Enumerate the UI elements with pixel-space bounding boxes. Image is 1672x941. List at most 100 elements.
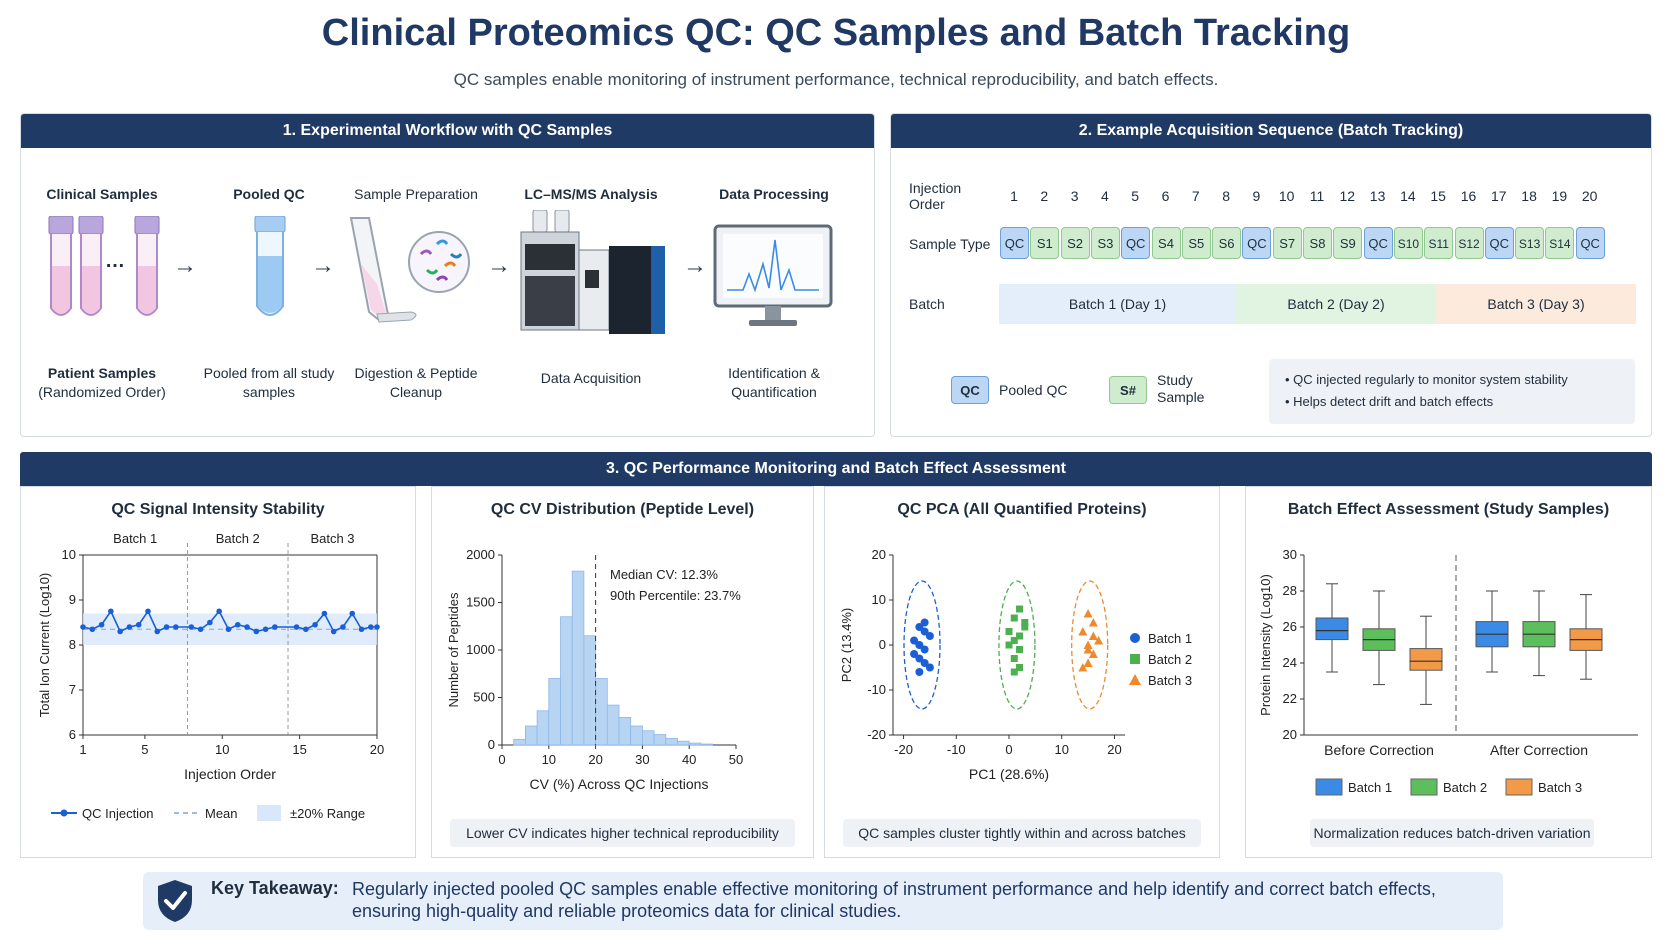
study-sample-chip: S8 <box>1303 227 1332 259</box>
pca-point-batch2 <box>1016 646 1024 653</box>
histogram-bar <box>536 710 550 746</box>
workflow-panel: 1. Experimental Workflow with QC Samples… <box>20 113 875 437</box>
pca-point-batch1 <box>920 659 929 667</box>
qc-injection-point <box>374 624 380 630</box>
legend-study-chip: S# <box>1109 376 1147 404</box>
chart4-title: Batch Effect Assessment (Study Samples) <box>1287 501 1610 518</box>
key-takeaway: Key Takeaway: Regularly injected pooled … <box>143 872 1503 930</box>
x-tick-label: 50 <box>729 752 743 767</box>
workflow-arrow-1: → <box>173 252 197 279</box>
note-1-text: QC injected regularly to monitor system … <box>1293 372 1568 387</box>
pca-point-batch2 <box>1010 637 1018 644</box>
pca-point-batch1 <box>910 650 919 658</box>
y-tick-label: 28 <box>1283 583 1297 598</box>
injection-number: 6 <box>1161 188 1170 204</box>
digestion-icon <box>349 217 470 323</box>
injection-order-label: Injection Order <box>909 180 962 212</box>
pca-point-batch2 <box>1021 623 1029 631</box>
study-sample-chip: S2 <box>1060 227 1090 259</box>
pca-point-batch2 <box>1016 664 1024 671</box>
cv-histogram-chart: QC CV Distribution (Peptide Level) 0 10 20… <box>431 486 814 858</box>
qc-injection-point <box>330 628 337 635</box>
qc-chip: QC <box>1000 227 1029 259</box>
qc-injection-point <box>303 626 309 633</box>
batch-band-1: Batch 1 (Day 1) <box>999 284 1236 324</box>
injection-number: 18 <box>1521 188 1537 204</box>
y-tick-label: -10 <box>867 682 886 697</box>
qc-injection-point <box>349 610 356 617</box>
pca-point-batch3 <box>1078 663 1088 672</box>
legend-study-label: Study Sample <box>1157 372 1205 405</box>
histogram-bar <box>665 737 678 746</box>
legend-qc-chip: QC <box>951 376 989 404</box>
batch-label: Batch 2 <box>216 531 260 546</box>
y-axis-label: Total Ion Current (Log10) <box>37 573 52 718</box>
legend-swatch <box>1505 778 1533 796</box>
note-2: • Helps detect drift and batch effects <box>1285 394 1494 409</box>
monitoring-panel: 3. QC Performance Monitoring and Batch E… <box>20 452 1652 858</box>
pca-point-batch2 <box>1010 668 1018 676</box>
step-title-data-processing: Data Processing <box>719 186 829 202</box>
qc-injection-point <box>89 626 96 633</box>
y-axis-label: Number of Peptides <box>446 592 461 707</box>
qc-injection-point <box>253 628 260 635</box>
injection-number: 14 <box>1400 188 1416 204</box>
x-tick-label: 0 <box>1005 742 1012 757</box>
pca-point-batch1 <box>910 636 919 645</box>
takeaway-text: Regularly injected pooled QC samples ena… <box>352 879 1436 921</box>
qc-injection-point <box>108 608 114 615</box>
pca-point-batch1 <box>925 663 934 672</box>
qc-injection-point <box>368 624 374 630</box>
pca-point-batch3 <box>1094 636 1104 645</box>
chart1-title: QC Signal Intensity Stability <box>111 501 325 518</box>
histogram-bar <box>583 635 596 746</box>
pca-point-batch2 <box>1021 619 1029 626</box>
qc-injection-point <box>225 626 232 633</box>
x-tick-label: 20 <box>588 752 602 767</box>
qc-injection-point <box>262 626 269 633</box>
pca-point-batch2 <box>1005 628 1013 635</box>
qc-chip: QC <box>1575 227 1605 259</box>
y-axis-label: PC2 (13.4%) <box>839 608 854 682</box>
qc-injection-point <box>173 624 179 630</box>
pca-point-batch1 <box>925 632 934 640</box>
histogram-bar <box>677 740 690 746</box>
y-tick-label: 9 <box>69 592 76 607</box>
qc-injection-point <box>207 619 213 626</box>
injection-number: 8 <box>1222 188 1230 204</box>
y-tick-label: 0 <box>879 637 886 652</box>
step-caption-clinical-text: (Randomized Order) <box>38 384 166 400</box>
histogram-bar <box>571 570 585 746</box>
box-caption: Normalization reduces batch-driven varia… <box>1310 819 1594 847</box>
histogram-bar <box>513 738 526 746</box>
histogram-bar <box>653 734 667 746</box>
histogram-bar <box>688 742 702 746</box>
legend-swatch <box>1315 778 1343 796</box>
pca-point-batch2 <box>1010 655 1018 662</box>
pca-point-batch2 <box>1016 632 1024 640</box>
legend-swatch-batch3 <box>1129 674 1141 685</box>
injection-number: 5 <box>1131 188 1140 204</box>
qc-intensity-chart: QC Signal Intensity Stability 1 5 10 15 20 6 7… <box>20 486 416 858</box>
pca-point-batch1 <box>915 654 924 663</box>
chart4-svg: 20 22 24 26 28 30 Protein Intensity (Log10) Bef… <box>1258 547 1638 796</box>
sample-type-label: Sample Type <box>909 236 991 252</box>
median-cv-annotation: Median CV: 12.3% <box>610 567 718 582</box>
injection-number: 1 <box>1010 188 1018 204</box>
pca-point-batch1 <box>920 627 929 636</box>
x-tick-label: -10 <box>947 742 966 757</box>
step-caption-data-processing: Identification & Quantification <box>728 365 820 400</box>
injection-number: 11 <box>1309 188 1325 204</box>
cluster-ellipse <box>1071 580 1109 710</box>
study-sample-chip: S3 <box>1090 227 1120 259</box>
study-sample-chip: S7 <box>1272 227 1302 259</box>
histogram-bar <box>606 704 620 746</box>
cluster-ellipse <box>903 580 941 710</box>
group-label: After Correction <box>1490 742 1588 758</box>
y-tick-label: 20 <box>1283 727 1297 742</box>
test-tubes-icon <box>48 216 160 316</box>
legend-range-swatch <box>257 805 281 821</box>
step-caption-sample-prep: Digestion & Peptide Cleanup <box>354 365 478 400</box>
qc-injection-point <box>340 624 346 630</box>
qc-tube-icon <box>254 216 286 316</box>
